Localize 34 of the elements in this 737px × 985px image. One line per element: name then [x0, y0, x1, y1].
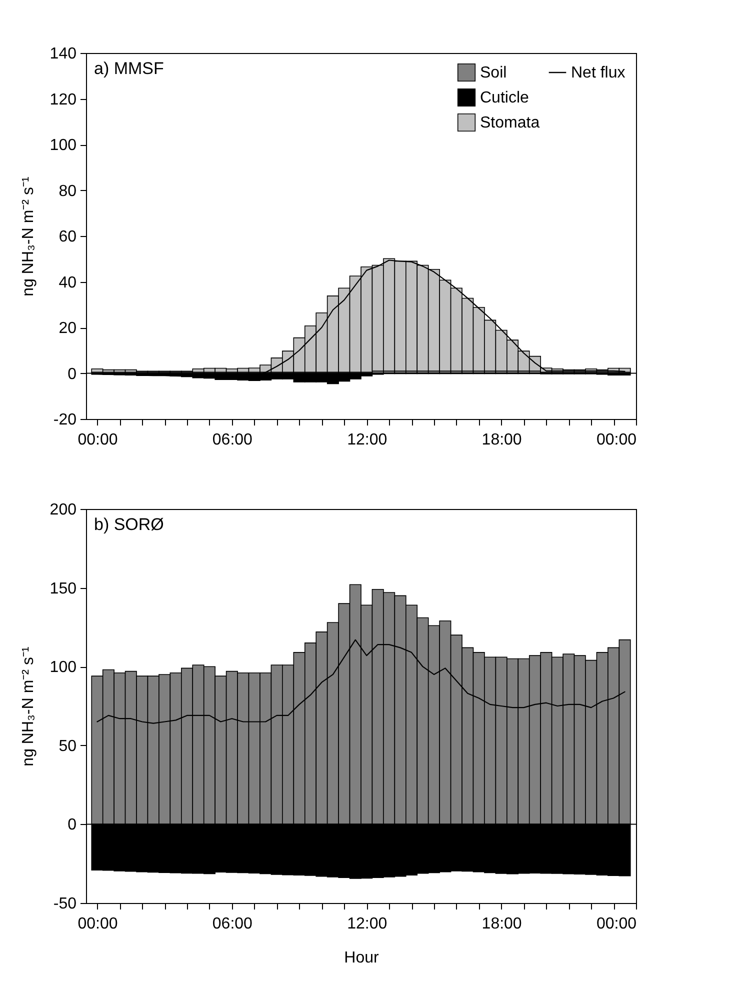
y-tick-label: 200 — [50, 502, 77, 518]
x-tick-label: 00:00 — [596, 916, 637, 932]
x-axis-title: Hour — [344, 950, 380, 966]
x-tick-label: 18:00 — [482, 432, 522, 448]
y-tick-label: 60 — [58, 228, 77, 246]
y-tick-label: 0 — [68, 366, 77, 383]
x-tick-label: 00:00 — [78, 432, 118, 448]
y-tick-label: 150 — [50, 580, 77, 598]
y-tick-label: 120 — [50, 91, 77, 108]
y-tick-label: 0 — [68, 816, 77, 834]
chart-title: a) MMSF — [94, 59, 164, 78]
chart-title: b) SORØ — [94, 515, 164, 534]
legend-label: Stomata — [480, 114, 540, 132]
x-tick-label: 00:00 — [78, 916, 118, 932]
y-tick-label: 100 — [50, 659, 77, 676]
x-tick-label: 00:00 — [596, 432, 637, 448]
x-tick-label: 12:00 — [347, 432, 388, 448]
legend-label: Cuticle — [480, 90, 530, 106]
y-axis-title: ng NH₃-N m⁻² s⁻¹ — [20, 176, 37, 296]
x-tick-label: 18:00 — [482, 916, 522, 932]
y-axis-title: ng NH₃-N m⁻² s⁻¹ — [20, 646, 37, 766]
x-tick-label: 06:00 — [212, 916, 253, 932]
y-tick-label: 20 — [58, 320, 77, 337]
y-tick-label: 40 — [58, 274, 77, 292]
y-tick-label: -20 — [53, 412, 77, 428]
x-tick-label: 12:00 — [347, 916, 388, 932]
y-tick-label: 80 — [58, 182, 77, 200]
y-tick-label: 50 — [58, 738, 77, 755]
y-tick-label: 140 — [50, 46, 77, 62]
x-tick-label: 06:00 — [212, 432, 253, 448]
y-tick-label: -50 — [53, 896, 77, 912]
y-tick-label: 100 — [50, 137, 77, 154]
legend-label: Net flux — [571, 64, 626, 82]
legend-label: Soil — [480, 64, 507, 82]
